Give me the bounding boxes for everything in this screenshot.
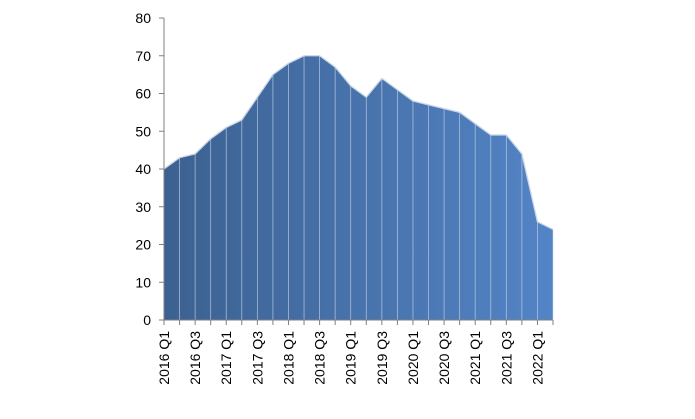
x-tick-label: 2022 Q1: [529, 331, 545, 385]
plot-area: [163, 55, 554, 320]
x-tick-label: 2020 Q1: [405, 331, 421, 385]
x-tick-label: 2016 Q1: [156, 331, 172, 385]
y-tick-label: 20: [135, 237, 151, 253]
x-tick-label: 2021 Q1: [467, 331, 483, 385]
y-tick-label: 30: [135, 199, 151, 215]
y-tick-label: 70: [135, 48, 151, 64]
x-tick-label: 2018 Q3: [312, 331, 328, 385]
x-tick-label: 2017 Q1: [218, 331, 234, 385]
series-outline: [163, 55, 554, 230]
y-tick-label: 60: [135, 86, 151, 102]
x-tick-label: 2017 Q3: [249, 331, 265, 385]
x-tick-label: 2019 Q1: [343, 331, 359, 385]
y-tick-label: 80: [135, 10, 151, 26]
y-tick-label: 50: [135, 123, 151, 139]
series-area: [164, 55, 553, 320]
x-tick-label: 2021 Q3: [498, 331, 514, 385]
y-tick-label: 10: [135, 274, 151, 290]
x-tick-label: 2016 Q3: [187, 331, 203, 385]
y-axis: 0 10 20 30 40 50 60 70 80: [135, 10, 165, 328]
y-tick-label: 40: [135, 161, 151, 177]
x-tick-label: 2018 Q1: [280, 331, 296, 385]
x-tick-label: 2019 Q3: [374, 331, 390, 385]
y-tick-label: 0: [143, 312, 151, 328]
x-tick-label: 2020 Q3: [436, 331, 452, 385]
x-axis: 2016 Q1 2016 Q3 2017 Q1 2017 Q3 2018 Q1 2018 …: [156, 319, 554, 385]
